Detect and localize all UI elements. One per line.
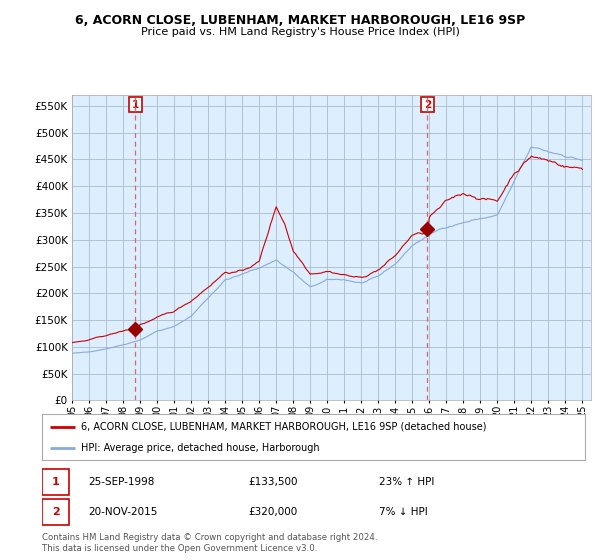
Text: 1: 1	[132, 100, 139, 110]
Text: 1: 1	[52, 477, 59, 487]
Text: 23% ↑ HPI: 23% ↑ HPI	[379, 477, 434, 487]
Text: £320,000: £320,000	[248, 507, 298, 517]
Text: 25-SEP-1998: 25-SEP-1998	[88, 477, 155, 487]
Text: 2: 2	[52, 507, 59, 517]
Text: HPI: Average price, detached house, Harborough: HPI: Average price, detached house, Harb…	[81, 443, 320, 453]
Text: £133,500: £133,500	[248, 477, 298, 487]
FancyBboxPatch shape	[42, 469, 69, 495]
Text: 20-NOV-2015: 20-NOV-2015	[88, 507, 158, 517]
Text: 6, ACORN CLOSE, LUBENHAM, MARKET HARBOROUGH, LE16 9SP (detached house): 6, ACORN CLOSE, LUBENHAM, MARKET HARBORO…	[81, 422, 487, 432]
Text: 2: 2	[424, 100, 431, 110]
Text: 7% ↓ HPI: 7% ↓ HPI	[379, 507, 427, 517]
Text: Price paid vs. HM Land Registry's House Price Index (HPI): Price paid vs. HM Land Registry's House …	[140, 27, 460, 37]
Text: Contains HM Land Registry data © Crown copyright and database right 2024.
This d: Contains HM Land Registry data © Crown c…	[42, 533, 377, 553]
Text: 6, ACORN CLOSE, LUBENHAM, MARKET HARBOROUGH, LE16 9SP: 6, ACORN CLOSE, LUBENHAM, MARKET HARBORO…	[75, 14, 525, 27]
FancyBboxPatch shape	[42, 499, 69, 525]
